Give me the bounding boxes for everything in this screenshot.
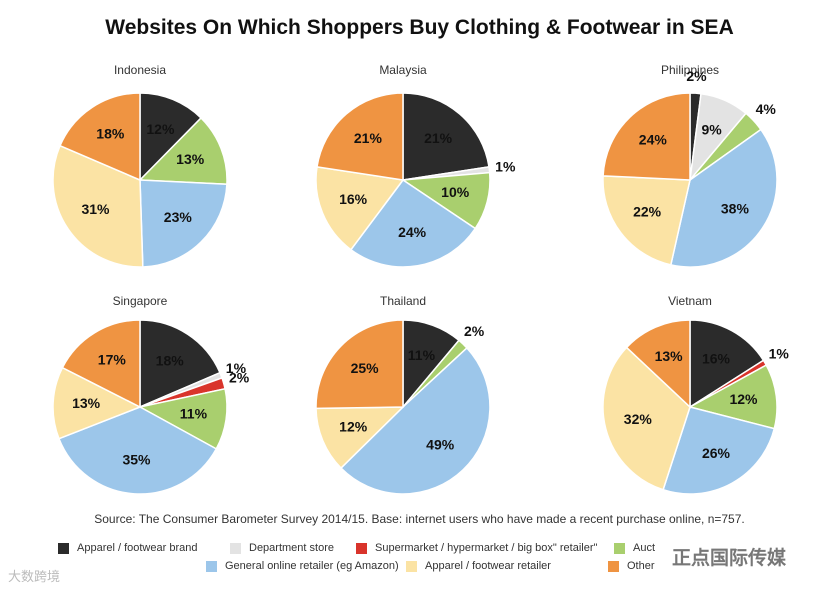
slice-label: 11% bbox=[408, 347, 436, 363]
slice-label: 1% bbox=[769, 345, 790, 361]
slice-label: 21% bbox=[424, 130, 453, 146]
pie-slice-general bbox=[349, 178, 477, 268]
slice-label: 26% bbox=[702, 445, 731, 461]
pie-title: Thailand bbox=[380, 294, 426, 308]
pie-singapore: Singapore 18% 1%2% 11% 35% 13% 17% bbox=[52, 294, 250, 495]
slice-label: 17% bbox=[98, 352, 127, 368]
slice-label: 11% bbox=[180, 406, 208, 422]
pie-title: Indonesia bbox=[114, 63, 166, 77]
legend-item-brand: Apparel / footwear brand bbox=[58, 542, 197, 554]
pie-title: Malaysia bbox=[379, 63, 427, 77]
slice-label: 49% bbox=[426, 437, 455, 453]
legend-item-other: Other bbox=[608, 560, 655, 572]
slice-label: 4% bbox=[756, 101, 777, 117]
slice-label: 21% bbox=[354, 130, 383, 146]
legend-label: Auct bbox=[633, 542, 656, 554]
slice-label: 2% bbox=[464, 323, 485, 339]
legend-item-department: Department store bbox=[230, 542, 334, 554]
pie-slice-apparel_retailer bbox=[52, 366, 142, 440]
legend-label: Apparel / footwear retailer bbox=[425, 560, 551, 572]
slice-label: 13% bbox=[655, 348, 684, 364]
legend-swatch bbox=[58, 542, 69, 554]
slice-label: 1% bbox=[226, 360, 247, 376]
pie-title: Singapore bbox=[113, 294, 168, 308]
slice-label: 2% bbox=[686, 68, 707, 84]
watermark-right: 正点国际传媒 bbox=[668, 543, 791, 570]
slice-label: 1% bbox=[495, 159, 516, 175]
slice-label: 25% bbox=[351, 360, 380, 376]
legend-swatch bbox=[406, 560, 417, 572]
slice-label: 38% bbox=[721, 201, 750, 217]
legend-swatch bbox=[608, 560, 619, 572]
slice-label: 16% bbox=[702, 350, 731, 366]
legend-label: Supermarket / hypermarket / big box" ret… bbox=[375, 542, 598, 554]
pie-slice-general bbox=[139, 179, 228, 268]
slice-label: 22% bbox=[633, 203, 662, 219]
legend-label: Department store bbox=[249, 542, 334, 554]
pie-vietnam: Vietnam 16% 1% 12% 26% 32% 13% bbox=[602, 294, 790, 495]
slice-label: 24% bbox=[398, 224, 427, 240]
pie-slice-other bbox=[315, 319, 404, 410]
slice-label: 13% bbox=[72, 395, 101, 411]
pie-slice-general bbox=[669, 128, 778, 268]
pie-title: Vietnam bbox=[668, 294, 712, 308]
pie-slice-apparel_retailer bbox=[602, 346, 691, 491]
slice-label: 12% bbox=[146, 121, 175, 137]
pie-indonesia: Indonesia 12%13% 23% 31% 18% bbox=[52, 63, 228, 268]
slice-label: 18% bbox=[96, 126, 125, 142]
legend: Apparel / footwear brand Department store… bbox=[58, 542, 828, 582]
legend-item-auction: Auct bbox=[614, 542, 655, 554]
pie-slice-brand bbox=[139, 319, 221, 409]
pie-slice-other bbox=[625, 319, 691, 409]
slice-label: 16% bbox=[339, 191, 368, 207]
pie-slice-apparel_retailer bbox=[602, 175, 691, 266]
pie-slice-other bbox=[316, 92, 404, 181]
pie-malaysia: Malaysia 21% 1% 10% 24% 16% 21% bbox=[315, 63, 516, 268]
watermark-left: 大数跨境 bbox=[8, 569, 61, 584]
slice-label: 32% bbox=[624, 411, 653, 427]
pie-slice-apparel_retailer bbox=[52, 144, 144, 268]
slice-label: 24% bbox=[639, 132, 668, 148]
legend-label: General online retailer (eg Amazon) bbox=[225, 560, 399, 572]
pie-slice-brand bbox=[402, 92, 490, 181]
pie-slice-general bbox=[57, 406, 218, 495]
pie-slice-other bbox=[61, 319, 141, 409]
legend-swatch bbox=[230, 542, 241, 554]
slice-label: 13% bbox=[176, 151, 205, 167]
chart-title: Websites On Which Shoppers Buy Clothing … bbox=[105, 16, 734, 39]
pie-slice-other bbox=[59, 92, 141, 182]
legend-label: Other bbox=[627, 560, 655, 572]
pie-slice-other bbox=[602, 92, 691, 181]
slice-label: 9% bbox=[701, 121, 722, 137]
slice-label: 31% bbox=[81, 201, 110, 217]
pie-slice-apparel_retailer bbox=[315, 406, 405, 470]
slice-label: 12% bbox=[729, 391, 758, 407]
slice-label: 23% bbox=[164, 209, 193, 225]
slice-label: 10% bbox=[441, 184, 470, 200]
pie-slice-general bbox=[339, 346, 491, 495]
pie-slice-brand bbox=[139, 92, 203, 182]
pie-thailand: Thailand 11% 2% 49% 12% 25% bbox=[315, 294, 491, 495]
legend-label: Apparel / footwear brand bbox=[77, 542, 198, 554]
slice-label: 35% bbox=[122, 452, 151, 468]
slice-label: 12% bbox=[339, 419, 368, 435]
legend-swatch bbox=[356, 542, 367, 554]
pie-slice-brand bbox=[689, 319, 765, 409]
source-note: Source: The Consumer Barometer Survey 20… bbox=[94, 512, 745, 526]
pie-slice-apparel_retailer bbox=[315, 165, 405, 251]
pie-title: Philippines bbox=[661, 63, 719, 77]
legend-item-general: General online retailer (eg Amazon) bbox=[206, 560, 399, 572]
pie-slice-general bbox=[662, 406, 776, 495]
legend-swatch bbox=[614, 542, 625, 554]
slice-label: 18% bbox=[156, 353, 185, 369]
pie-slice-auction bbox=[138, 116, 228, 186]
legend-item-apparel_retailer: Apparel / footwear retailer bbox=[406, 560, 551, 572]
legend-swatch bbox=[206, 560, 217, 572]
legend-item-supermarket: Supermarket / hypermarket / big box" ret… bbox=[356, 542, 597, 554]
slice-label: 2% bbox=[229, 370, 250, 386]
pie-slice-auction bbox=[687, 364, 778, 430]
